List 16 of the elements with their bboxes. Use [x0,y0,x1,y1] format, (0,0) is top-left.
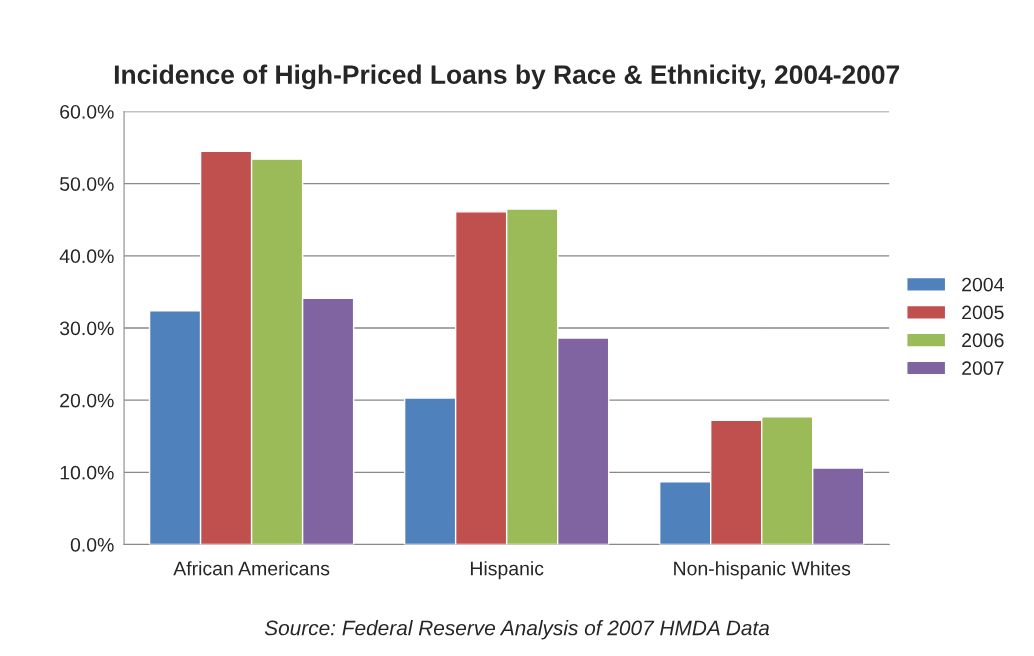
x-tick-label: Hispanic [470,561,544,580]
x-tick-label: African Americans [173,561,330,576]
legend-label: 2006 [962,333,1004,348]
y-tick-label: 20.0% [60,393,114,408]
legend-label: 2005 [962,305,1004,320]
y-tick-label: 0.0% [70,537,114,552]
chart-title: Incidence of High-Priced Loans by Race & Ethnicity, 2004-2007 [114,64,900,90]
y-tick-label: 40.0% [59,249,114,264]
y-tick-label: 50.0% [60,177,114,191]
y-tick-label: 60.0% [60,104,114,119]
legend-label: 2004 [962,277,1004,292]
y-tick-label: 30.0% [59,321,114,336]
y-tick-label: 10.0% [60,465,114,480]
source-note: Source: Federal Reserve Analysis of 2007 HMDA Data [264,620,770,640]
x-tick-label: Non-hispanic Whites [674,561,851,580]
legend-label: 2007 [962,361,1004,375]
